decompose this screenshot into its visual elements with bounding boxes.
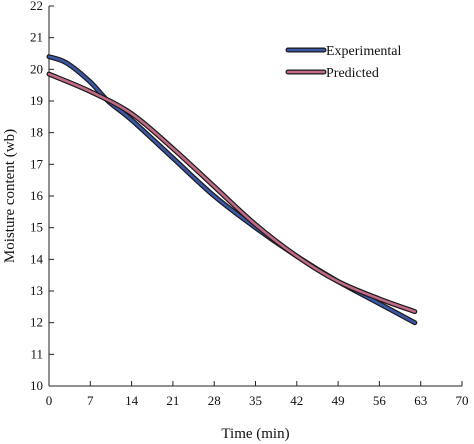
- series-outline: [46, 71, 418, 315]
- legend-entry-experimental: Experimental: [285, 44, 402, 59]
- y-tick-label: 13: [30, 283, 43, 298]
- y-tick-label: 15: [30, 220, 43, 235]
- y-tick-label: 11: [30, 346, 43, 361]
- legend-label: Predicted: [326, 66, 379, 81]
- y-tick-label: 22: [30, 0, 43, 13]
- y-tick-label: 20: [30, 61, 43, 76]
- y-tick-label: 18: [30, 125, 43, 140]
- y-tick-label: 17: [30, 156, 44, 171]
- y-tick-label: 12: [30, 315, 43, 330]
- y-tick-label: 14: [30, 251, 44, 266]
- axes: 10 11 12 13 14 15 16 17 18 19 20 21 22 0 7 14 21 28 35 42 49…: [30, 0, 469, 408]
- x-tick-label: 7: [87, 393, 94, 408]
- x-tick-label: 21: [166, 393, 179, 408]
- x-tick-label: 14: [125, 393, 139, 408]
- x-tick-label: 0: [46, 393, 53, 408]
- x-tick-label: 70: [456, 393, 469, 408]
- x-axis-title: Time (min): [221, 426, 289, 442]
- y-axis-title: Moisture content (wb): [2, 129, 18, 263]
- y-tick-label: 16: [30, 188, 44, 203]
- legend-label: Experimental: [326, 44, 402, 59]
- x-tick-label: 63: [414, 393, 427, 408]
- x-tick-label: 42: [290, 393, 303, 408]
- legend-entry-predicted: Predicted: [285, 66, 379, 81]
- y-tick-label: 21: [30, 30, 43, 45]
- y-tick-label: 19: [30, 93, 43, 108]
- x-tick-label: 56: [373, 393, 387, 408]
- x-tick-label: 49: [332, 393, 345, 408]
- y-tick-label: 10: [30, 378, 43, 393]
- legend: Experimental Predicted: [285, 44, 402, 81]
- series-layer: [46, 54, 418, 326]
- x-tick-label: 35: [249, 393, 262, 408]
- x-tick-label: 28: [208, 393, 221, 408]
- series-stroke: [47, 72, 417, 313]
- series-predicted-line: [46, 71, 418, 315]
